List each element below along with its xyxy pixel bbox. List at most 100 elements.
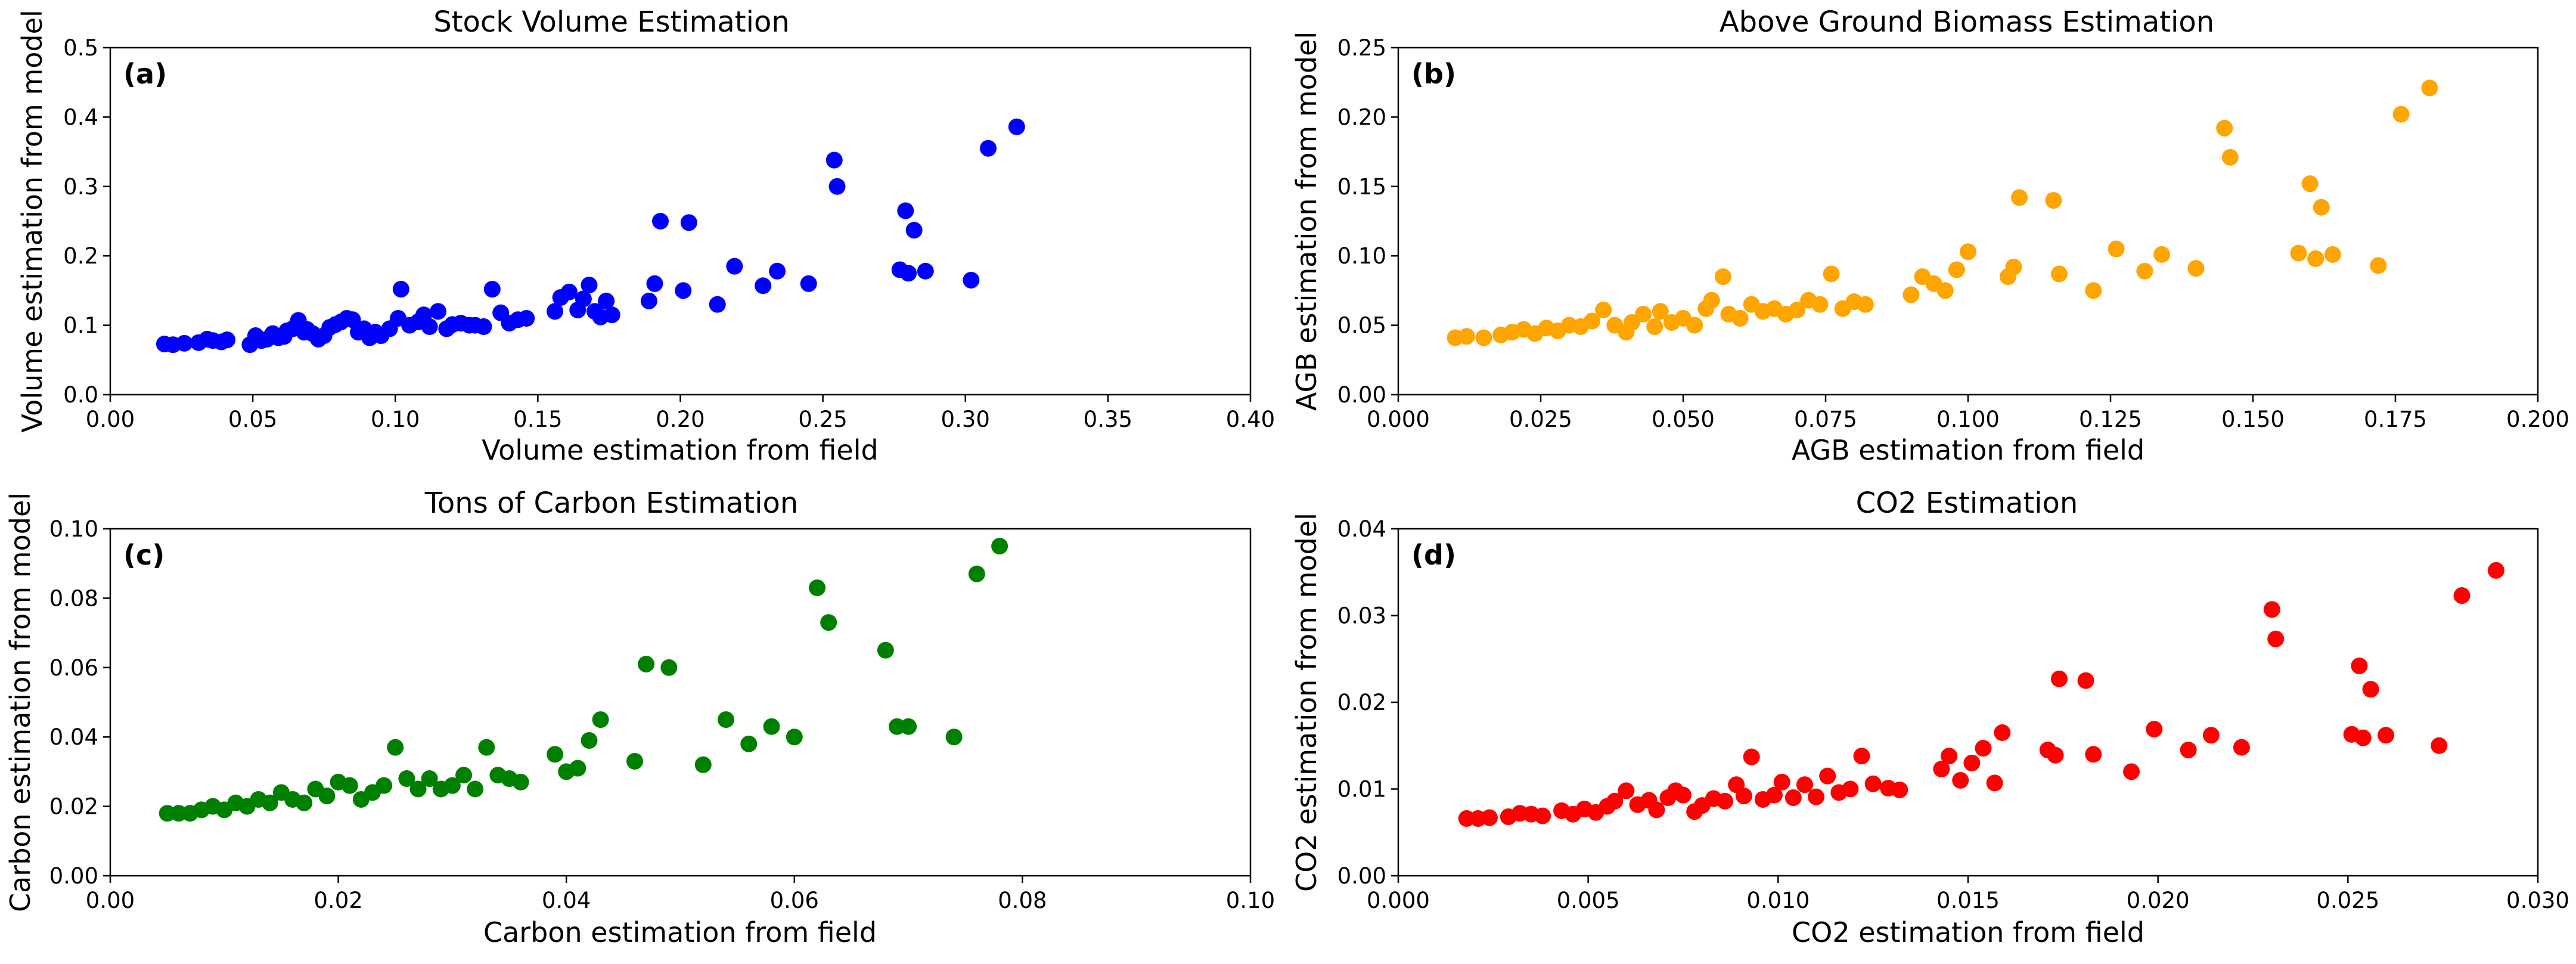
panel-d-data-point [1963,754,1981,771]
panel-a-data-point [800,275,817,292]
panel-b-data-point [2301,175,2319,193]
panel-d-label: (d) [1411,539,1456,571]
panel-d-data-point [2202,727,2220,744]
panel-d-data-point [1648,801,1665,819]
panel-a-data-point [897,202,914,219]
panel-c-label: (c) [123,539,165,571]
panel-d-data-point [1864,775,1882,792]
panel-a-data-point [560,283,578,300]
panel-a-data-point [652,213,669,230]
panel-d-xlabel: CO2 estimation from field [1792,916,2144,948]
panel-a-data-point [575,290,592,308]
panel-d-data-point [1842,780,1859,798]
panel-d-data-point [1743,748,1760,765]
panel-b-ytick-label: 0.10 [1337,243,1386,269]
panel-a-xtick-label: 0.10 [371,407,420,432]
panel-d-data-point [1808,788,1825,805]
panel-c-data-point [467,780,484,798]
panel-b-data-point [1714,268,1731,286]
panel-d-data-point [1853,748,1870,765]
panel-d-data-point [2180,742,2197,759]
panel-d-data-point [1941,748,1958,765]
panel-d-data-point [2047,746,2064,764]
panel-a-ytick-label: 0.2 [63,243,98,269]
panel-c-data-point [763,718,780,735]
panel-a-data-point [176,334,193,352]
panel-c-data-point [900,718,917,735]
panel-c-xtick-label: 0.00 [86,888,135,913]
panel-c-data-point [718,711,735,729]
panel-a-data-point [603,306,620,324]
panel-c-data-point [375,777,393,794]
panel-d-data-point [2362,681,2379,698]
panel-a-data-point [1008,118,1025,135]
panel-d-xtick-label: 0.010 [1746,888,1810,913]
panel-c-data-point [547,746,564,763]
panel-a-data-point [828,178,846,195]
panel-a-xtick-label: 0.05 [228,407,277,432]
panel-d-data-point [1891,781,1908,798]
panel-a-data-point [900,265,917,282]
panel-a-data-point [640,292,657,309]
panel-b-data-point [1936,282,1954,299]
panel-a-ytick-label: 0.4 [63,104,98,130]
panel-b-data-point [1458,328,1475,345]
panel-d-plot-frame [1397,528,2539,877]
panel-c-points [159,538,1008,822]
panel-b-data-point [1652,303,1669,320]
panel-c-ytick-label: 0.06 [49,655,98,681]
panel-c-xtick-label: 0.08 [998,888,1047,913]
panel-b-data-point [2216,120,2233,137]
panel-b-data-point [2187,260,2205,277]
panel-a-ytick-label: 0.3 [63,174,98,200]
panel-b-plot-frame [1397,47,2539,396]
panel-a-data-point [429,303,446,320]
panel-a-ytick-label: 0.5 [63,35,98,61]
panel-c-ytick-label: 0.08 [49,585,98,611]
panel-b-data-point [2045,192,2062,209]
panel-a-xlabel: Volume estimation from field [482,434,878,466]
panel-b-data-point [2085,282,2102,299]
panel-a-data-point [917,262,934,280]
panel-b-xlabel: AGB estimation from field [1792,434,2144,466]
panel-c-data-point [809,579,826,596]
panel-a-data-point [980,140,997,157]
panel-b-data-point [2011,189,2028,206]
panel-a-data-point [392,281,409,298]
panel-c-xtick-label: 0.06 [770,888,819,913]
panel-d-data-point [1952,771,1969,789]
panel-a-ticks: 0.00 0.05 0.10 0.15 0.20 0.25 0.30 0.35 0.40 0.0 0… [63,35,1275,432]
panel-c-data-point [421,770,438,788]
panel-d-xtick-label: 0.000 [1367,888,1430,913]
panel-b-data-point [1595,301,1612,318]
panel-c-data-point [387,739,404,756]
panel-b-label: (b) [1411,58,1456,90]
panel-c-data-point [991,538,1008,555]
panel-d-data-point [2378,727,2395,744]
panel-a-ytick-label: 0.1 [63,313,98,339]
panel-d-xtick-label: 0.020 [2127,888,2190,913]
panel-a-xtick-label: 0.25 [798,407,847,432]
panel-b-data-point [2370,257,2387,274]
panel-c-ytick-label: 0.04 [49,724,98,750]
panel-c-data-point [592,711,609,729]
panel-d-ytick-label: 0.03 [1337,603,1386,629]
panel-a-data-point [475,318,492,335]
panel-c-data-point [478,739,495,756]
panel-b-data-point [1475,329,1492,346]
panel-b-data-point [2290,244,2307,262]
panel-b-xtick-label: 0.150 [2221,407,2285,432]
panel-c-data-point [626,752,643,770]
panel-a-data-point [646,275,663,292]
panel-c-plot-frame [109,528,1252,877]
panel-b-data-point [1857,296,1874,313]
panel-a-points [156,118,1025,354]
panel-d-data-point [2050,670,2068,687]
panel-a-data-point [581,277,598,294]
panel-c-ylabel: Carbon estimation from model [4,492,36,912]
panel-b-data-point [1902,286,1920,303]
panel-c-data-point [694,756,712,773]
panel-c-data-point [945,729,963,746]
panel-a-data-point [905,222,923,239]
